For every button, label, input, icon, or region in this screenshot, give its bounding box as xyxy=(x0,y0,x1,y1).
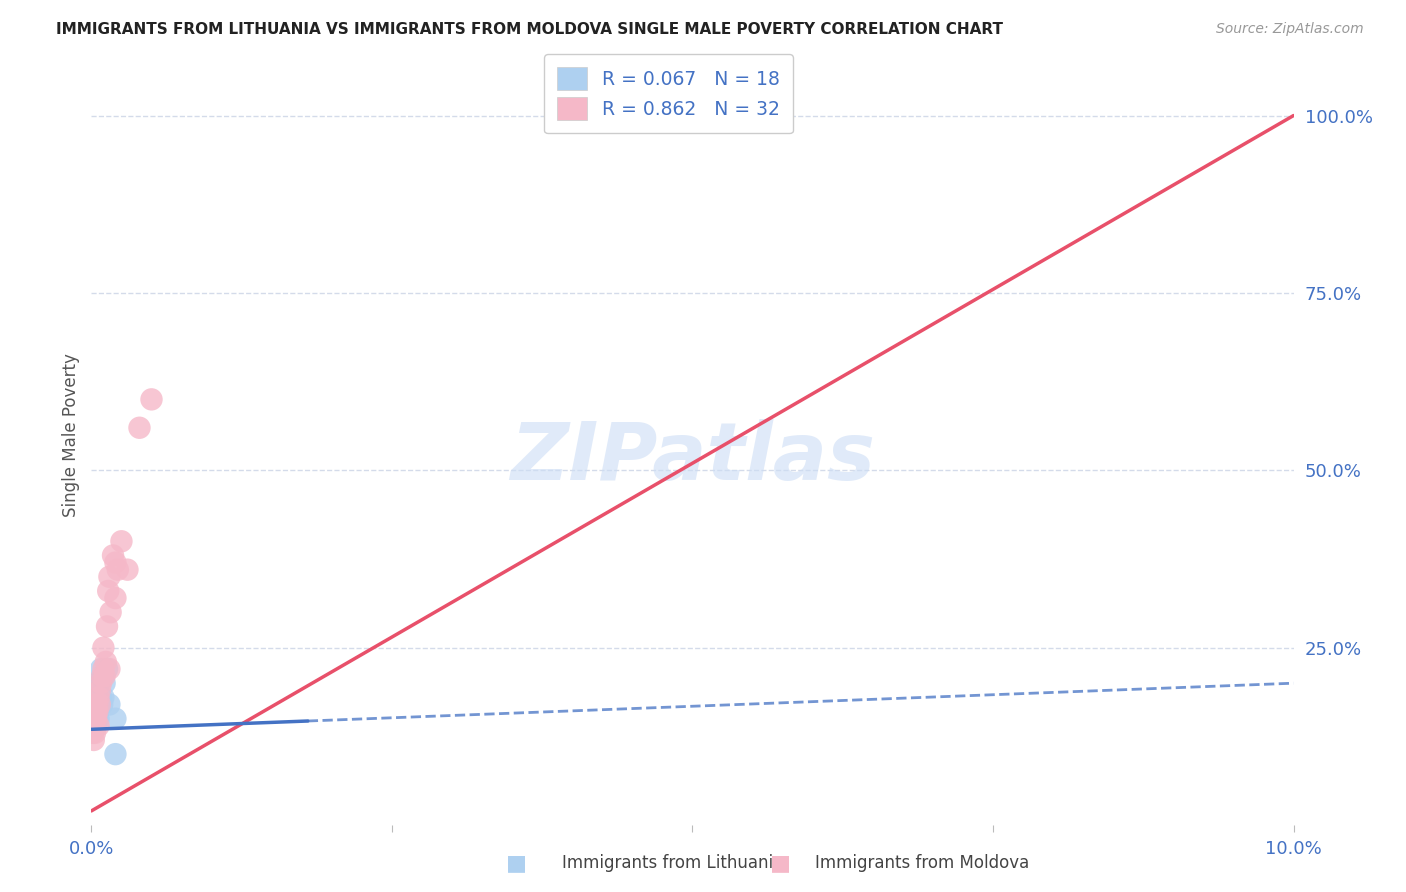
Point xyxy=(96,662,118,676)
Point xyxy=(96,619,118,633)
Point xyxy=(100,605,122,619)
Text: ZIPatlas: ZIPatlas xyxy=(510,419,875,497)
Point xyxy=(86,705,108,719)
Point xyxy=(84,712,107,726)
Point xyxy=(128,421,150,435)
Point xyxy=(101,549,124,563)
Point xyxy=(104,591,127,605)
Point xyxy=(89,676,111,690)
Point xyxy=(87,690,110,705)
Point xyxy=(93,669,115,683)
Text: Immigrants from Lithuania: Immigrants from Lithuania xyxy=(562,855,783,872)
Point xyxy=(110,534,132,549)
Point xyxy=(104,747,127,761)
Point xyxy=(104,556,127,570)
Point xyxy=(89,698,111,712)
Text: ■: ■ xyxy=(506,854,526,873)
Text: Source: ZipAtlas.com: Source: ZipAtlas.com xyxy=(1216,22,1364,37)
Point xyxy=(141,392,163,407)
Point xyxy=(83,719,105,733)
Point xyxy=(94,655,117,669)
Point xyxy=(107,563,129,577)
Point xyxy=(83,719,105,733)
Point xyxy=(98,570,121,584)
Point xyxy=(86,698,108,712)
Point xyxy=(84,712,107,726)
Legend: R = 0.067   N = 18, R = 0.862   N = 32: R = 0.067 N = 18, R = 0.862 N = 32 xyxy=(544,54,793,134)
Point xyxy=(91,669,114,683)
Text: IMMIGRANTS FROM LITHUANIA VS IMMIGRANTS FROM MOLDOVA SINGLE MALE POVERTY CORRELA: IMMIGRANTS FROM LITHUANIA VS IMMIGRANTS … xyxy=(56,22,1004,37)
Point xyxy=(84,712,107,726)
Point xyxy=(93,640,115,655)
Point xyxy=(93,676,115,690)
Point xyxy=(91,698,114,712)
Point xyxy=(93,662,115,676)
Y-axis label: Single Male Poverty: Single Male Poverty xyxy=(62,353,80,516)
Point xyxy=(93,669,115,683)
Point xyxy=(87,712,110,726)
Point xyxy=(90,690,112,705)
Point xyxy=(97,583,120,598)
Point xyxy=(90,676,112,690)
Point xyxy=(89,683,111,698)
Text: Immigrants from Moldova: Immigrants from Moldova xyxy=(815,855,1029,872)
Point xyxy=(98,698,121,712)
Point xyxy=(93,690,115,705)
Point xyxy=(87,719,110,733)
Point xyxy=(98,662,121,676)
Point xyxy=(82,726,104,740)
Point xyxy=(84,726,107,740)
Point xyxy=(86,705,108,719)
Point xyxy=(90,662,112,676)
Point xyxy=(117,563,139,577)
Point xyxy=(84,719,107,733)
Point xyxy=(104,712,127,726)
Point xyxy=(86,676,108,690)
Point xyxy=(84,705,107,719)
Point xyxy=(89,698,111,712)
Text: ■: ■ xyxy=(770,854,790,873)
Point xyxy=(83,733,105,747)
